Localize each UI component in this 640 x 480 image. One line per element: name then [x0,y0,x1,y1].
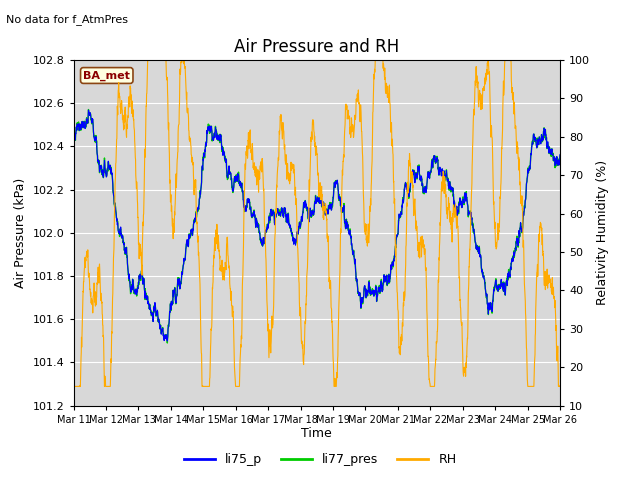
Y-axis label: Air Pressure (kPa): Air Pressure (kPa) [14,178,27,288]
Legend: li75_p, li77_pres, RH: li75_p, li77_pres, RH [179,448,461,471]
Title: Air Pressure and RH: Air Pressure and RH [234,37,399,56]
Y-axis label: Relativity Humidity (%): Relativity Humidity (%) [596,160,609,305]
Text: BA_met: BA_met [83,71,130,81]
Text: No data for f_AtmPres: No data for f_AtmPres [6,14,129,25]
X-axis label: Time: Time [301,427,332,441]
